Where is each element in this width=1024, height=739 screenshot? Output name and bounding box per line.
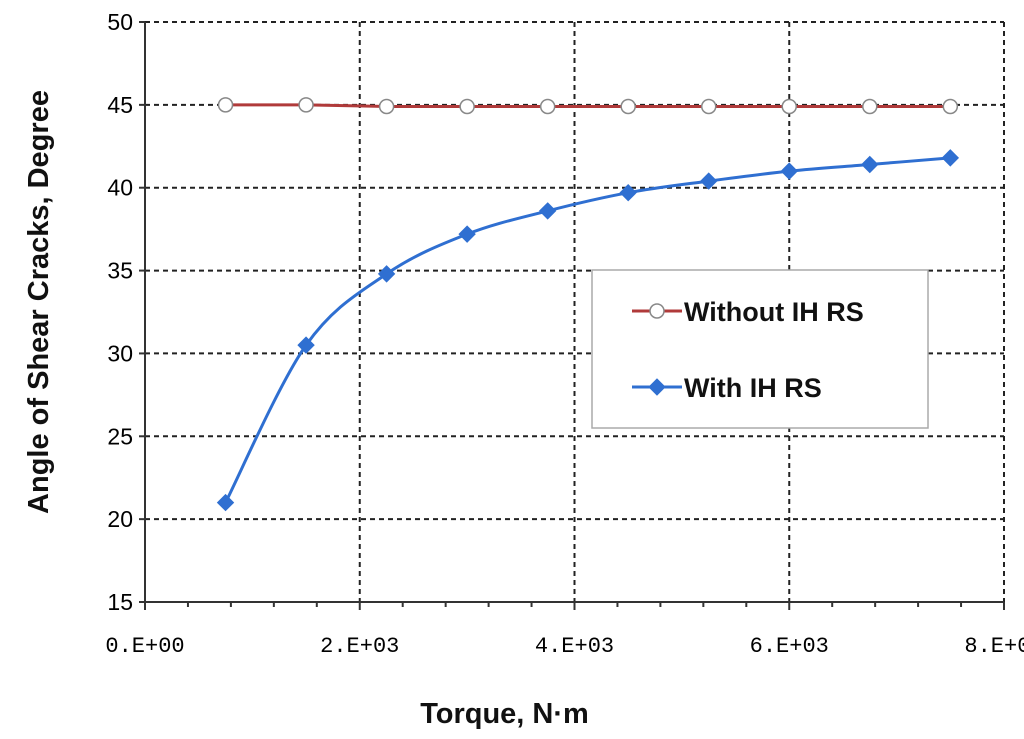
x-tick-label: 8.E+03	[964, 634, 1024, 659]
legend-diamond-marker	[648, 378, 666, 396]
series-line	[224, 156, 951, 504]
y-axis-title: Angle of Shear Cracks, Degree	[23, 90, 55, 514]
circle-point	[298, 97, 314, 113]
legend-item: Without IH RS	[632, 297, 864, 327]
series-1	[217, 97, 959, 115]
diamond-point	[700, 172, 718, 190]
circle-point	[862, 98, 878, 115]
circle-point	[781, 98, 797, 115]
diamond-point	[297, 336, 315, 354]
x-tick-label: 2.E+03	[320, 634, 399, 659]
legend: Without IH RS With IH RS	[591, 269, 929, 429]
y-tick-label: 25	[107, 423, 133, 449]
legend-label: With IH RS	[684, 373, 822, 403]
diamond-point	[780, 162, 798, 180]
legend-label: Without IH RS	[684, 297, 864, 327]
x-tick-label: 4.E+03	[535, 634, 614, 659]
circle-point	[620, 98, 636, 115]
legend-item: With IH RS	[632, 373, 822, 403]
diamond-point	[619, 183, 637, 202]
circle-point	[539, 98, 556, 115]
circle-point	[217, 97, 234, 113]
diamond-point	[538, 202, 557, 220]
circle-point	[378, 98, 395, 115]
diamond-point	[458, 225, 476, 243]
y-tick-label: 15	[107, 589, 133, 615]
x-tick-labels: 0.E+00 2.E+03 4.E+03 6.E+03 8.E+03	[105, 602, 1024, 659]
diamond-point	[377, 265, 396, 283]
x-tick-label: 6.E+03	[750, 634, 829, 659]
y-tick-label: 45	[107, 92, 133, 118]
legend-circle-marker	[649, 303, 665, 319]
circle-point	[700, 98, 717, 115]
circle-point	[459, 98, 475, 115]
y-tick-label: 50	[107, 9, 133, 35]
legend-box	[591, 269, 929, 429]
x-tick-label: 0.E+00	[105, 634, 184, 659]
series	[216, 97, 960, 512]
y-tick-label: 40	[107, 175, 133, 201]
y-tick-labels: 15 20 25 30 35 40 45 50	[107, 9, 145, 615]
series-2	[216, 149, 960, 512]
y-tick-label: 20	[107, 506, 133, 532]
y-tick-label: 35	[107, 258, 133, 284]
y-tick-label: 30	[107, 340, 133, 366]
circle-point	[942, 98, 959, 115]
series-line	[225, 103, 951, 109]
diamond-point	[941, 149, 960, 167]
x-axis-title: Torque, N·m	[420, 698, 589, 730]
diamond-point	[861, 155, 879, 174]
diamond-point	[216, 493, 235, 512]
